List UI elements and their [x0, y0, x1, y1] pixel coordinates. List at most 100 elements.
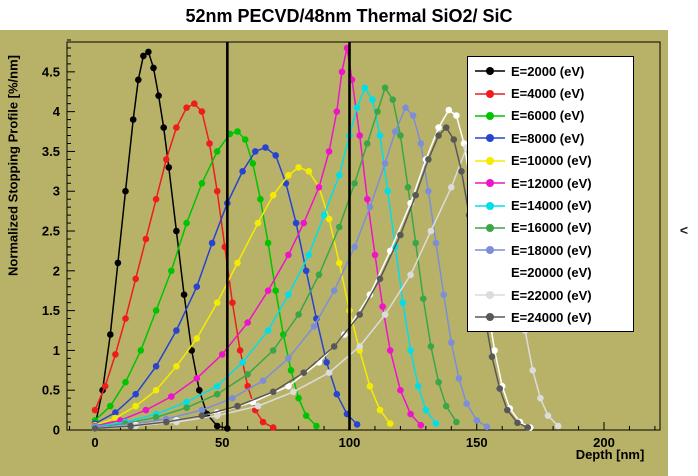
series-marker — [269, 424, 277, 431]
series-marker — [455, 375, 463, 382]
legend-label: E=4000 (eV) — [511, 86, 585, 102]
series-marker — [142, 235, 150, 243]
series-marker — [229, 394, 236, 402]
plot-frame — [66, 41, 661, 431]
series-marker — [325, 369, 333, 377]
series-marker — [285, 251, 292, 259]
series-marker — [371, 251, 379, 259]
legend-marker-icon — [475, 201, 505, 210]
series-marker — [376, 275, 384, 283]
series-marker — [132, 390, 139, 398]
legend-marker-icon — [475, 89, 505, 98]
series-marker — [206, 140, 213, 147]
series-marker — [305, 168, 313, 175]
legend-item[interactable]: E=16000 (eV) — [468, 217, 633, 239]
series-marker — [330, 287, 338, 295]
legend-item[interactable]: E=24000 (eV) — [468, 306, 633, 328]
series-marker — [292, 219, 300, 227]
series-marker — [356, 132, 364, 139]
series-line — [94, 86, 437, 428]
series-marker — [420, 295, 427, 303]
series-marker — [155, 92, 162, 99]
y-tick-label: 2.5 — [42, 224, 60, 239]
x-tick-label: 50 — [215, 435, 229, 450]
series-marker — [361, 84, 369, 92]
series-marker — [323, 359, 330, 366]
plot-title: 52nm PECVD/48nm Thermal SiO2/ SiC — [185, 6, 513, 26]
collapse-arrow-icon[interactable]: < — [679, 222, 689, 238]
series-marker — [524, 424, 531, 431]
series-marker — [112, 414, 119, 422]
legend-item[interactable]: E=22000 (eV) — [468, 284, 633, 306]
legend-item[interactable]: E=12000 (eV) — [468, 172, 633, 194]
series-marker — [488, 353, 496, 361]
series-marker — [122, 378, 129, 386]
series-marker — [129, 116, 137, 123]
series-marker — [448, 339, 455, 346]
series-marker — [287, 367, 295, 374]
series-marker — [259, 377, 267, 385]
series-marker — [496, 385, 504, 392]
legend-item[interactable]: E=6000 (eV) — [468, 105, 633, 127]
series-marker — [114, 259, 122, 267]
series-marker — [435, 378, 442, 386]
y-tick-label: 2 — [53, 263, 60, 278]
series-marker — [264, 287, 272, 295]
x-tick-label: 0 — [91, 435, 98, 450]
series-marker — [384, 187, 392, 195]
series-marker — [152, 307, 160, 314]
series-marker — [107, 402, 114, 410]
legend-item[interactable]: E=20000 (eV) — [468, 262, 633, 284]
series-2000 — [91, 48, 231, 432]
series-marker — [392, 128, 399, 135]
series-marker — [386, 420, 394, 427]
series-marker — [183, 404, 190, 412]
series-marker — [458, 168, 465, 175]
series-line — [94, 102, 274, 429]
legend-marker-icon — [475, 268, 505, 277]
series-marker — [412, 191, 420, 199]
series-marker — [213, 412, 221, 420]
y-tick-label: 0.5 — [42, 383, 60, 398]
series-marker — [112, 409, 119, 416]
legend-item[interactable]: E=2000 (eV) — [468, 60, 633, 82]
legend-item[interactable]: E=4000 (eV) — [468, 82, 633, 104]
series-marker — [432, 239, 440, 247]
x-tick-label: 150 — [466, 435, 488, 450]
series-marker — [338, 68, 346, 76]
series-marker — [132, 402, 139, 410]
series-marker — [483, 423, 491, 431]
series-marker — [137, 347, 145, 354]
series-marker — [198, 406, 206, 414]
x-tick-label: 200 — [593, 435, 615, 450]
series-marker — [160, 124, 167, 131]
legend-item[interactable]: E=18000 (eV) — [468, 239, 633, 261]
legend-marker-icon — [475, 223, 505, 232]
legend-marker-icon — [475, 156, 505, 165]
series-marker — [376, 132, 384, 139]
series-marker — [351, 243, 358, 251]
legend-label: E=12000 (eV) — [511, 175, 592, 191]
series-marker — [407, 410, 414, 418]
series-marker — [236, 347, 244, 354]
legend-item[interactable]: E=14000 (eV) — [468, 194, 633, 216]
series-marker — [163, 156, 170, 163]
series-marker — [336, 223, 343, 231]
series-marker — [374, 108, 381, 115]
legend-item[interactable]: E=10000 (eV) — [468, 150, 633, 172]
series-marker — [234, 402, 241, 410]
series-marker — [381, 311, 389, 318]
series-marker — [163, 418, 170, 426]
series-marker — [150, 64, 157, 72]
series-marker — [218, 351, 226, 358]
series-marker — [239, 359, 246, 366]
series-marker — [249, 160, 257, 167]
legend-marker-icon — [475, 291, 505, 300]
series-marker — [399, 299, 407, 307]
series-marker — [325, 148, 333, 155]
series-marker — [239, 168, 246, 175]
series-marker — [425, 187, 432, 195]
legend-item[interactable]: E=8000 (eV) — [468, 127, 633, 149]
legend-marker-icon — [475, 179, 505, 188]
